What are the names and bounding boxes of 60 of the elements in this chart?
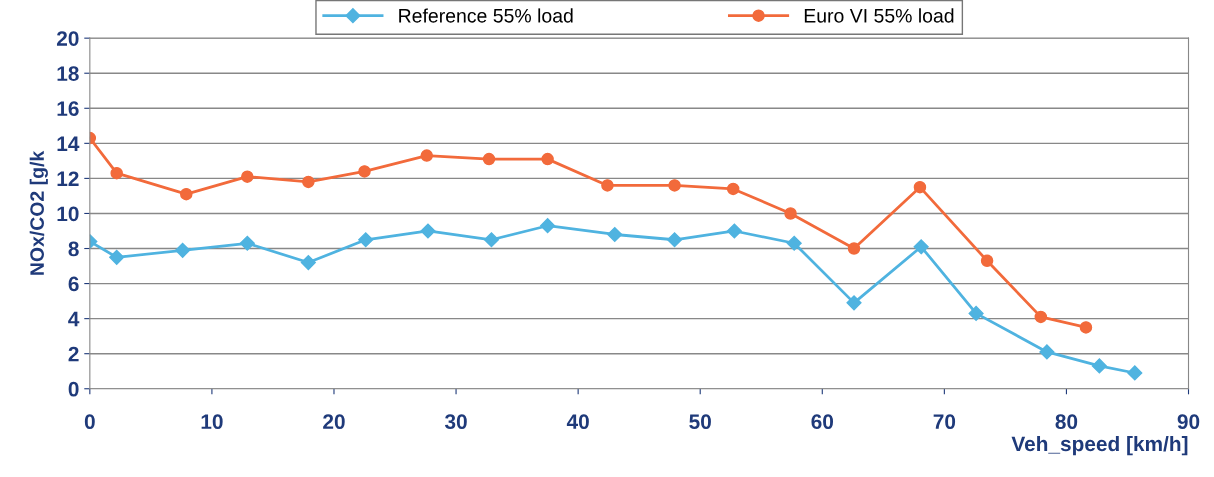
x-tick-label: 60 [811, 414, 834, 430]
point [482, 152, 496, 166]
x-tick-label: 90 [1177, 414, 1200, 430]
legend-label: Reference 55% load [399, 8, 573, 23]
point [241, 170, 254, 183]
legend-label: Euro VI 55% load [804, 8, 954, 23]
point [358, 165, 371, 178]
x-tick-label: 10 [201, 414, 223, 430]
x-tick-label: 80 [1055, 414, 1078, 430]
point [1091, 358, 1107, 374]
point [1127, 365, 1143, 381]
point [109, 249, 125, 265]
x-tick-label: 50 [689, 414, 711, 430]
x-tick-label: 40 [566, 414, 589, 430]
point [847, 242, 861, 255]
point [302, 175, 315, 189]
x-tick-label: 20 [323, 414, 345, 430]
y-tick-label: 18 [57, 66, 79, 81]
point [980, 254, 994, 268]
point [968, 305, 984, 321]
point [726, 223, 742, 239]
point [420, 149, 434, 162]
point [1034, 310, 1048, 324]
x-tick-label: 30 [444, 414, 467, 430]
y-tick-label: 14 [57, 136, 80, 151]
y-tick-label: 12 [57, 171, 79, 186]
point [483, 232, 500, 248]
y-axis-title: NOx/CO2 [g/k [29, 150, 48, 275]
point [541, 152, 554, 166]
point [180, 187, 193, 201]
y-tick-label: 8 [68, 241, 79, 257]
point [913, 180, 927, 194]
point [358, 232, 374, 248]
x-axis-title: Veh_speed [km/h] [1011, 435, 1188, 456]
y-tick-label: 20 [56, 31, 79, 46]
point [300, 254, 316, 271]
y-tick-label: 0 [68, 381, 79, 397]
y-tick-label: 6 [68, 276, 79, 292]
point [239, 235, 255, 251]
y-tick-label: 16 [57, 101, 79, 117]
point [667, 232, 683, 248]
point [175, 242, 191, 258]
point [110, 166, 123, 180]
point [540, 218, 556, 234]
point [846, 295, 862, 311]
point [1039, 344, 1055, 360]
point [601, 179, 614, 192]
y-tick-label: 2 [68, 346, 79, 362]
point [786, 235, 802, 251]
y-tick-label: 4 [68, 311, 80, 327]
point [726, 182, 740, 196]
point [784, 207, 797, 220]
point [668, 179, 681, 192]
y-tick-label: 10 [57, 206, 79, 222]
x-tick-label: 70 [933, 414, 956, 430]
point [1079, 321, 1093, 334]
point [913, 239, 929, 255]
point [607, 226, 623, 243]
x-tick-label: 0 [84, 414, 95, 430]
point [420, 223, 436, 239]
